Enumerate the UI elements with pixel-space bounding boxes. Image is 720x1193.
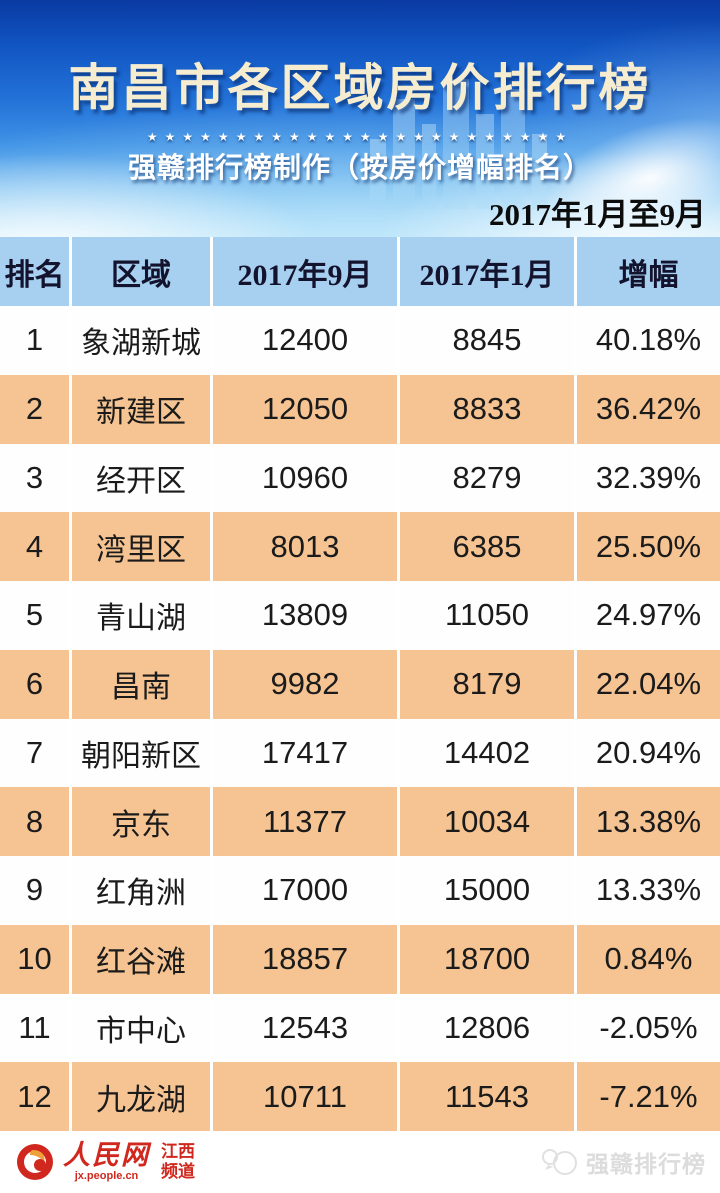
rank-cell: 10 (0, 924, 72, 994)
watermark-chat-icon (540, 1147, 580, 1177)
jan-price-cell: 8279 (400, 443, 577, 513)
change-cell: 32.39% (577, 443, 720, 513)
district-cell: 湾里区 (72, 512, 213, 581)
jan-price-cell: 18700 (400, 924, 577, 994)
channel-line1: 江西 (161, 1141, 195, 1161)
brand-name-label: 人民网 (63, 1140, 150, 1170)
table-row: 2 新建区 12050 8833 36.42% (0, 374, 720, 444)
district-cell: 青山湖 (72, 581, 213, 650)
sep-price-cell: 12050 (213, 374, 400, 444)
sep-price-cell: 10960 (213, 443, 400, 513)
table-header-row: 排名 区域 2017年9月 2017年1月 增幅 (0, 237, 720, 306)
rank-cell: 7 (0, 718, 72, 788)
change-cell: 36.42% (577, 374, 720, 444)
rank-cell: 3 (0, 443, 72, 513)
district-cell: 昌南 (72, 649, 213, 719)
people-network-logo-icon (14, 1141, 56, 1183)
table-row: 12 九龙湖 10711 11543 -7.21% (0, 1062, 720, 1131)
brand-text-block: 人民网 jx.people.cn (63, 1142, 150, 1182)
sep-price-cell: 12543 (213, 993, 400, 1063)
jan-price-cell: 15000 (400, 856, 577, 925)
sep-price-cell: 8013 (213, 512, 400, 581)
table-row: 8 京东 11377 10034 13.38% (0, 787, 720, 856)
district-cell: 朝阳新区 (72, 718, 213, 788)
table-body: 1 象湖新城 12400 8845 40.18% 2 新建区 12050 883… (0, 306, 720, 1131)
sep-price-cell: 13809 (213, 581, 400, 650)
brand-url-label: jx.people.cn (74, 1170, 139, 1182)
table-row: 10 红谷滩 18857 18700 0.84% (0, 924, 720, 994)
change-cell: 25.50% (577, 512, 720, 581)
sep-price-cell: 10711 (213, 1062, 400, 1131)
change-cell: 22.04% (577, 649, 720, 719)
district-cell: 九龙湖 (72, 1062, 213, 1131)
table-row: 1 象湖新城 12400 8845 40.18% (0, 306, 720, 375)
column-header-sep-price: 2017年9月 (213, 237, 400, 306)
rank-cell: 11 (0, 993, 72, 1063)
jan-price-cell: 6385 (400, 512, 577, 581)
rank-cell: 12 (0, 1062, 72, 1131)
rank-cell: 5 (0, 581, 72, 650)
district-cell: 市中心 (72, 993, 213, 1063)
rank-cell: 2 (0, 374, 72, 444)
page-title: 南昌市各区域房价排行榜 (68, 60, 652, 116)
rank-cell: 6 (0, 649, 72, 719)
change-cell: 13.33% (577, 856, 720, 925)
jan-price-cell: 8179 (400, 649, 577, 719)
jan-price-cell: 12806 (400, 993, 577, 1063)
stars-divider-decoration: ★★★★★★★★★★★★★★★★★★★★★★★★ (146, 130, 574, 144)
sep-price-cell: 9982 (213, 649, 400, 719)
watermark: 强赣排行榜 (540, 1145, 706, 1179)
change-cell: 40.18% (577, 306, 720, 375)
sep-price-cell: 12400 (213, 306, 400, 375)
column-header-change: 增幅 (577, 237, 720, 306)
column-header-rank: 排名 (0, 237, 72, 306)
change-cell: 20.94% (577, 718, 720, 788)
jan-price-cell: 10034 (400, 787, 577, 856)
table-row: 5 青山湖 13809 11050 24.97% (0, 581, 720, 650)
sep-price-cell: 11377 (213, 787, 400, 856)
district-cell: 象湖新城 (72, 306, 213, 375)
price-ranking-table: 排名 区域 2017年9月 2017年1月 增幅 1 象湖新城 12400 88… (0, 237, 720, 1131)
table-row: 9 红角洲 17000 15000 13.33% (0, 856, 720, 925)
table-row: 7 朝阳新区 17417 14402 20.94% (0, 718, 720, 788)
sep-price-cell: 17417 (213, 718, 400, 788)
date-range-label: 2017年1月至9月 (489, 197, 706, 232)
hero-banner: 南昌市各区域房价排行榜 ★★★★★★★★★★★★★★★★★★★★★★★★ 强赣排… (0, 0, 720, 237)
jan-price-cell: 11543 (400, 1062, 577, 1131)
rank-cell: 8 (0, 787, 72, 856)
channel-line2: 频道 (161, 1162, 195, 1181)
district-cell: 红谷滩 (72, 924, 213, 994)
sep-price-cell: 18857 (213, 924, 400, 994)
jan-price-cell: 11050 (400, 581, 577, 650)
jan-price-cell: 8845 (400, 306, 577, 375)
district-cell: 新建区 (72, 374, 213, 444)
district-cell: 红角洲 (72, 856, 213, 925)
jan-price-cell: 14402 (400, 718, 577, 788)
rank-cell: 9 (0, 856, 72, 925)
change-cell: 0.84% (577, 924, 720, 994)
footer-bar: 人民网 jx.people.cn 江西 频道 强赣排行榜 (0, 1131, 720, 1193)
people-network-brand: 人民网 jx.people.cn 江西 频道 (14, 1141, 195, 1183)
page-subtitle: 强赣排行榜制作（按房价增幅排名） (127, 152, 592, 183)
table-row: 11 市中心 12543 12806 -2.05% (0, 993, 720, 1063)
table-row: 3 经开区 10960 8279 32.39% (0, 443, 720, 513)
column-header-district: 区域 (72, 237, 213, 306)
channel-label: 江西 频道 (161, 1142, 195, 1183)
district-cell: 京东 (72, 787, 213, 856)
change-cell: -7.21% (577, 1062, 720, 1131)
sep-price-cell: 17000 (213, 856, 400, 925)
watermark-label: 强赣排行榜 (586, 1151, 706, 1177)
district-cell: 经开区 (72, 443, 213, 513)
change-cell: -2.05% (577, 993, 720, 1063)
rank-cell: 4 (0, 512, 72, 581)
table-row: 4 湾里区 8013 6385 25.50% (0, 512, 720, 581)
rank-cell: 1 (0, 306, 72, 375)
jan-price-cell: 8833 (400, 374, 577, 444)
column-header-jan-price: 2017年1月 (400, 237, 577, 306)
change-cell: 13.38% (577, 787, 720, 856)
change-cell: 24.97% (577, 581, 720, 650)
table-row: 6 昌南 9982 8179 22.04% (0, 649, 720, 719)
